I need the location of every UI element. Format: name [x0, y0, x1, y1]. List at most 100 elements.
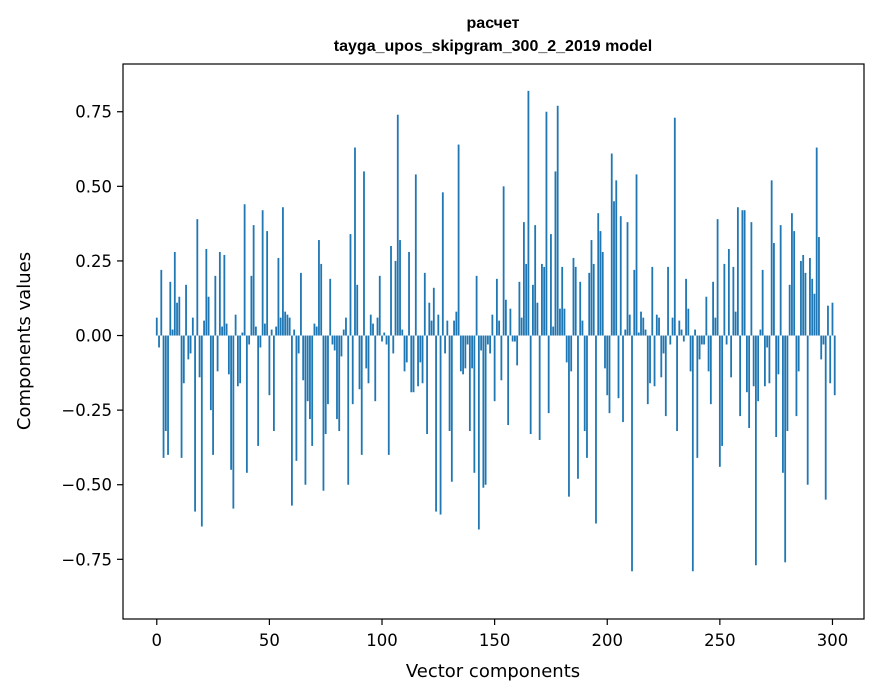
bar-293 — [815, 147, 818, 336]
x-axis-label: Vector components — [406, 661, 580, 682]
bar-177 — [554, 171, 557, 336]
bar-284 — [795, 335, 798, 417]
x-tick-label-2: 100 — [366, 631, 398, 650]
bar-94 — [367, 335, 370, 384]
bar-20 — [200, 335, 203, 527]
bar-130 — [448, 335, 451, 432]
bar-134 — [457, 144, 460, 336]
bar-95 — [369, 314, 372, 336]
bar-97 — [374, 335, 377, 402]
bar-38 — [241, 332, 244, 336]
bar-168 — [534, 225, 537, 336]
bar-189 — [581, 320, 584, 336]
bar-61 — [293, 329, 296, 336]
bar-129 — [446, 320, 449, 336]
bar-202 — [610, 153, 613, 336]
bar-29 — [221, 326, 223, 336]
bar-149 — [491, 314, 494, 336]
bar-175 — [550, 234, 552, 336]
bar-217 — [644, 329, 647, 336]
bar-68 — [309, 335, 311, 420]
bar-121 — [428, 302, 431, 336]
bar-233 — [680, 329, 683, 336]
bar-207 — [622, 335, 624, 423]
bar-46 — [259, 335, 262, 348]
bar-120 — [426, 335, 428, 434]
bar-48 — [263, 323, 266, 336]
bar-204 — [615, 180, 618, 336]
bar-212 — [633, 269, 636, 336]
bar-126 — [439, 335, 442, 515]
bar-102 — [385, 335, 388, 345]
bar-136 — [462, 335, 464, 375]
bar-60 — [291, 335, 293, 506]
bar-77 — [329, 278, 332, 336]
bar-1 — [158, 335, 160, 348]
bar-13 — [185, 284, 187, 336]
bar-37 — [239, 335, 242, 384]
bar-57 — [284, 311, 287, 336]
bar-276 — [777, 335, 780, 375]
bar-75 — [324, 335, 327, 434]
bar-227 — [667, 266, 669, 336]
bars-group — [155, 90, 836, 572]
bar-7 — [171, 329, 174, 336]
bar-295 — [820, 335, 823, 360]
bar-300 — [831, 302, 834, 336]
bar-83 — [342, 329, 345, 336]
bar-96 — [372, 323, 374, 336]
plot-frame — [122, 63, 865, 620]
bar-44 — [254, 326, 257, 336]
bar-23 — [207, 296, 210, 336]
bar-205 — [617, 335, 620, 399]
bar-19 — [198, 335, 201, 378]
bar-235 — [685, 278, 687, 336]
bar-125 — [437, 314, 440, 336]
bar-76 — [327, 335, 329, 405]
bar-32 — [227, 335, 230, 375]
bar-156 — [507, 335, 510, 426]
bar-144 — [480, 335, 483, 351]
chart-subtitle: tayga_upos_skipgram_300_2_2019 model — [334, 38, 652, 55]
bar-145 — [482, 335, 485, 488]
bar-268 — [759, 329, 762, 336]
bar-187 — [577, 335, 579, 479]
bar-132 — [453, 320, 455, 336]
bar-50 — [268, 335, 271, 396]
bar-99 — [378, 275, 381, 336]
bar-71 — [315, 326, 318, 336]
bar-230 — [673, 117, 676, 336]
x-tick-label-5: 250 — [704, 631, 736, 650]
bar-73 — [320, 263, 323, 336]
bar-184 — [570, 335, 573, 372]
bar-210 — [628, 314, 631, 336]
bar-283 — [793, 231, 796, 336]
bar-232 — [678, 320, 681, 336]
bar-115 — [414, 174, 417, 336]
bar-198 — [601, 251, 604, 336]
bar-208 — [624, 329, 627, 336]
bar-279 — [784, 335, 787, 563]
bar-127 — [441, 192, 444, 336]
bar-87 — [351, 335, 354, 405]
bar-169 — [536, 302, 539, 336]
bar-181 — [563, 308, 566, 336]
bar-291 — [811, 278, 814, 336]
bar-264 — [750, 222, 753, 336]
bar-24 — [209, 335, 212, 411]
chart-title: расчет — [467, 15, 520, 32]
bar-113 — [410, 335, 413, 393]
y-axis-label: Components values — [14, 252, 35, 430]
bar-272 — [768, 335, 771, 384]
bar-222 — [655, 314, 658, 336]
bar-223 — [658, 317, 660, 336]
bar-31 — [225, 323, 228, 336]
bar-135 — [459, 335, 462, 372]
bar-63 — [297, 335, 300, 354]
bar-159 — [514, 335, 516, 342]
bar-25 — [212, 335, 214, 455]
bar-119 — [423, 272, 426, 336]
bar-78 — [331, 335, 334, 345]
bar-236 — [687, 308, 690, 336]
